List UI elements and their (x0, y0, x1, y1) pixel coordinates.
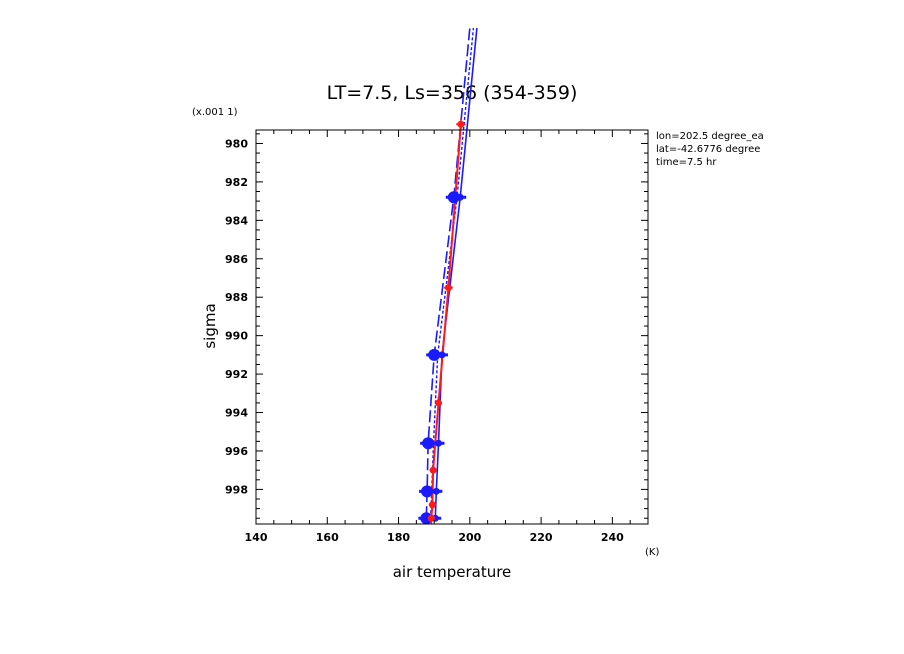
annotation-time: time=7.5 hr (656, 157, 717, 168)
y-axis-label: sigma (201, 303, 219, 348)
red-point (457, 120, 465, 128)
blue-marker (428, 348, 441, 361)
red-point (427, 514, 435, 522)
x-tick-label: 140 (245, 531, 268, 544)
x-tick-label: 160 (316, 531, 339, 544)
y-tick-label: 980 (225, 137, 248, 150)
series-line-red-mean (430, 124, 462, 519)
x-tick-label: 180 (387, 531, 410, 544)
x-tick-label: 220 (530, 531, 553, 544)
x-unit-label: (K) (645, 547, 659, 558)
red-point (428, 501, 436, 509)
red-point (434, 399, 442, 407)
chart-title: LT=7.5, Ls=356 (354-359) (327, 82, 578, 104)
blue-marker (456, 193, 464, 201)
annotation-lat: lat=-42.6776 degree (656, 144, 760, 155)
annotation-mask (780, 125, 904, 175)
blue-marker (421, 485, 434, 498)
y-tick-label: 986 (225, 253, 248, 266)
axis-layer: 140 160 180 200 220 240 980 982 984 986 988 990 992 9… (225, 129, 649, 544)
plot-frame (255, 129, 649, 525)
blue-marker (438, 351, 446, 359)
blue-marker (447, 191, 460, 204)
y-tick-label: 996 (225, 445, 248, 458)
y-tick-label: 982 (225, 176, 248, 189)
series-line-blue-dotted (429, 28, 475, 519)
x-tick-label: 200 (458, 531, 481, 544)
blue-marker (422, 437, 435, 450)
y-tick-label: 998 (225, 483, 248, 496)
y-tick-label: 990 (225, 330, 248, 343)
y-scale-note: (x.001 1) (192, 107, 238, 118)
annotation-lon: lon=202.5 degree_ea (656, 131, 764, 142)
series-line-blue-solid (434, 28, 478, 519)
blue-marker (434, 439, 442, 447)
red-point (429, 466, 437, 474)
y-tick-label: 988 (225, 291, 248, 304)
y-tick-label: 984 (225, 214, 248, 227)
y-tick-label: 994 (225, 407, 248, 420)
blue-marker (432, 487, 440, 495)
red-point (444, 284, 452, 292)
x-tick-label: 240 (601, 531, 624, 544)
data-layer (418, 28, 478, 524)
y-tick-label: 992 (225, 368, 248, 381)
x-axis-label: air temperature (393, 563, 512, 581)
